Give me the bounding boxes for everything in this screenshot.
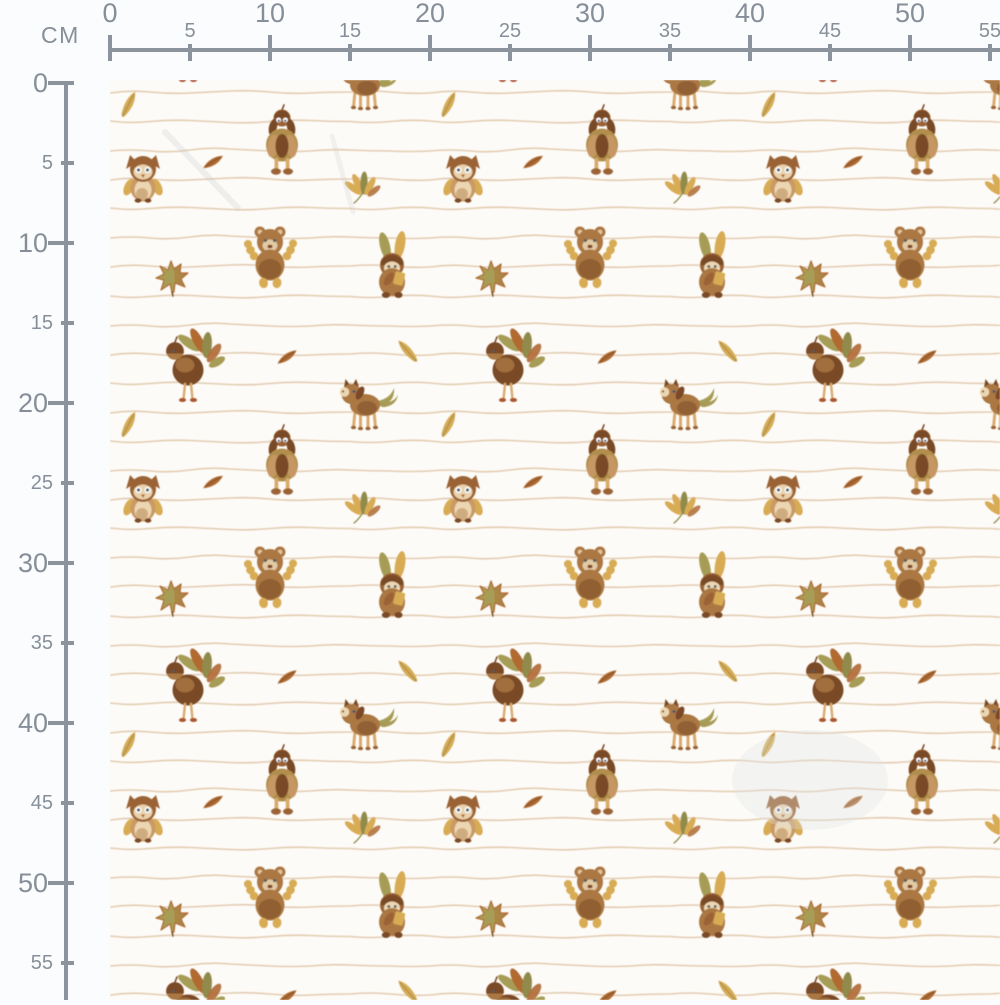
h-tick-label-10: 10 — [254, 0, 286, 28]
v-tick-15 — [61, 321, 74, 325]
v-tick-5 — [61, 161, 74, 165]
horizontal-ruler-line — [108, 48, 1000, 52]
h-tick-label-0: 0 — [102, 0, 118, 28]
fabric-pattern-svg — [110, 80, 1000, 1000]
v-tick-label-40: 40 — [17, 708, 48, 738]
v-tick-45 — [61, 801, 74, 805]
v-tick-30 — [48, 561, 74, 565]
v-tick-20 — [48, 401, 74, 405]
h-tick-55 — [988, 44, 992, 61]
h-tick-25 — [508, 44, 512, 61]
h-tick-20 — [428, 35, 432, 61]
h-tick-label-15: 15 — [338, 20, 362, 42]
v-tick-label-55: 55 — [30, 952, 53, 974]
v-tick-label-30: 30 — [17, 548, 48, 578]
fabric-fold-mark — [329, 133, 356, 215]
v-tick-label-35: 35 — [30, 632, 53, 654]
v-tick-25 — [61, 481, 74, 485]
h-tick-label-25: 25 — [498, 20, 522, 42]
v-tick-label-25: 25 — [30, 472, 53, 494]
h-tick-15 — [348, 44, 352, 61]
h-tick-label-35: 35 — [658, 20, 682, 42]
h-tick-5 — [188, 44, 192, 61]
h-tick-50 — [908, 35, 912, 61]
v-tick-0 — [48, 81, 74, 85]
v-tick-label-45: 45 — [30, 792, 53, 814]
fabric-fold-mark — [162, 129, 241, 211]
v-tick-40 — [48, 721, 74, 725]
v-tick-label-15: 15 — [30, 312, 53, 334]
v-tick-label-0: 0 — [32, 68, 48, 98]
v-tick-10 — [48, 241, 74, 245]
v-tick-label-20: 20 — [17, 388, 48, 418]
h-tick-0 — [108, 35, 112, 61]
h-tick-30 — [588, 35, 592, 61]
h-tick-40 — [748, 35, 752, 61]
h-tick-label-40: 40 — [734, 0, 766, 28]
fabric-shade-mark — [732, 730, 888, 830]
fabric-pattern-fill — [110, 80, 1000, 1000]
v-tick-label-5: 5 — [41, 152, 53, 174]
vertical-ruler-line — [64, 81, 68, 1000]
h-tick-label-55: 55 — [978, 20, 1000, 42]
h-tick-45 — [828, 44, 832, 61]
h-tick-10 — [268, 35, 272, 61]
h-tick-label-5: 5 — [184, 20, 196, 42]
unit-label: CM — [41, 22, 80, 48]
h-tick-label-20: 20 — [414, 0, 446, 28]
v-tick-label-10: 10 — [17, 228, 48, 258]
fabric-preview — [110, 80, 1000, 1000]
v-tick-label-50: 50 — [17, 868, 48, 898]
v-tick-50 — [48, 881, 74, 885]
h-tick-label-30: 30 — [574, 0, 606, 28]
h-tick-label-50: 50 — [894, 0, 926, 28]
h-tick-label-45: 45 — [818, 20, 842, 42]
h-tick-35 — [668, 44, 672, 61]
v-tick-35 — [61, 641, 74, 645]
v-tick-55 — [61, 961, 74, 965]
